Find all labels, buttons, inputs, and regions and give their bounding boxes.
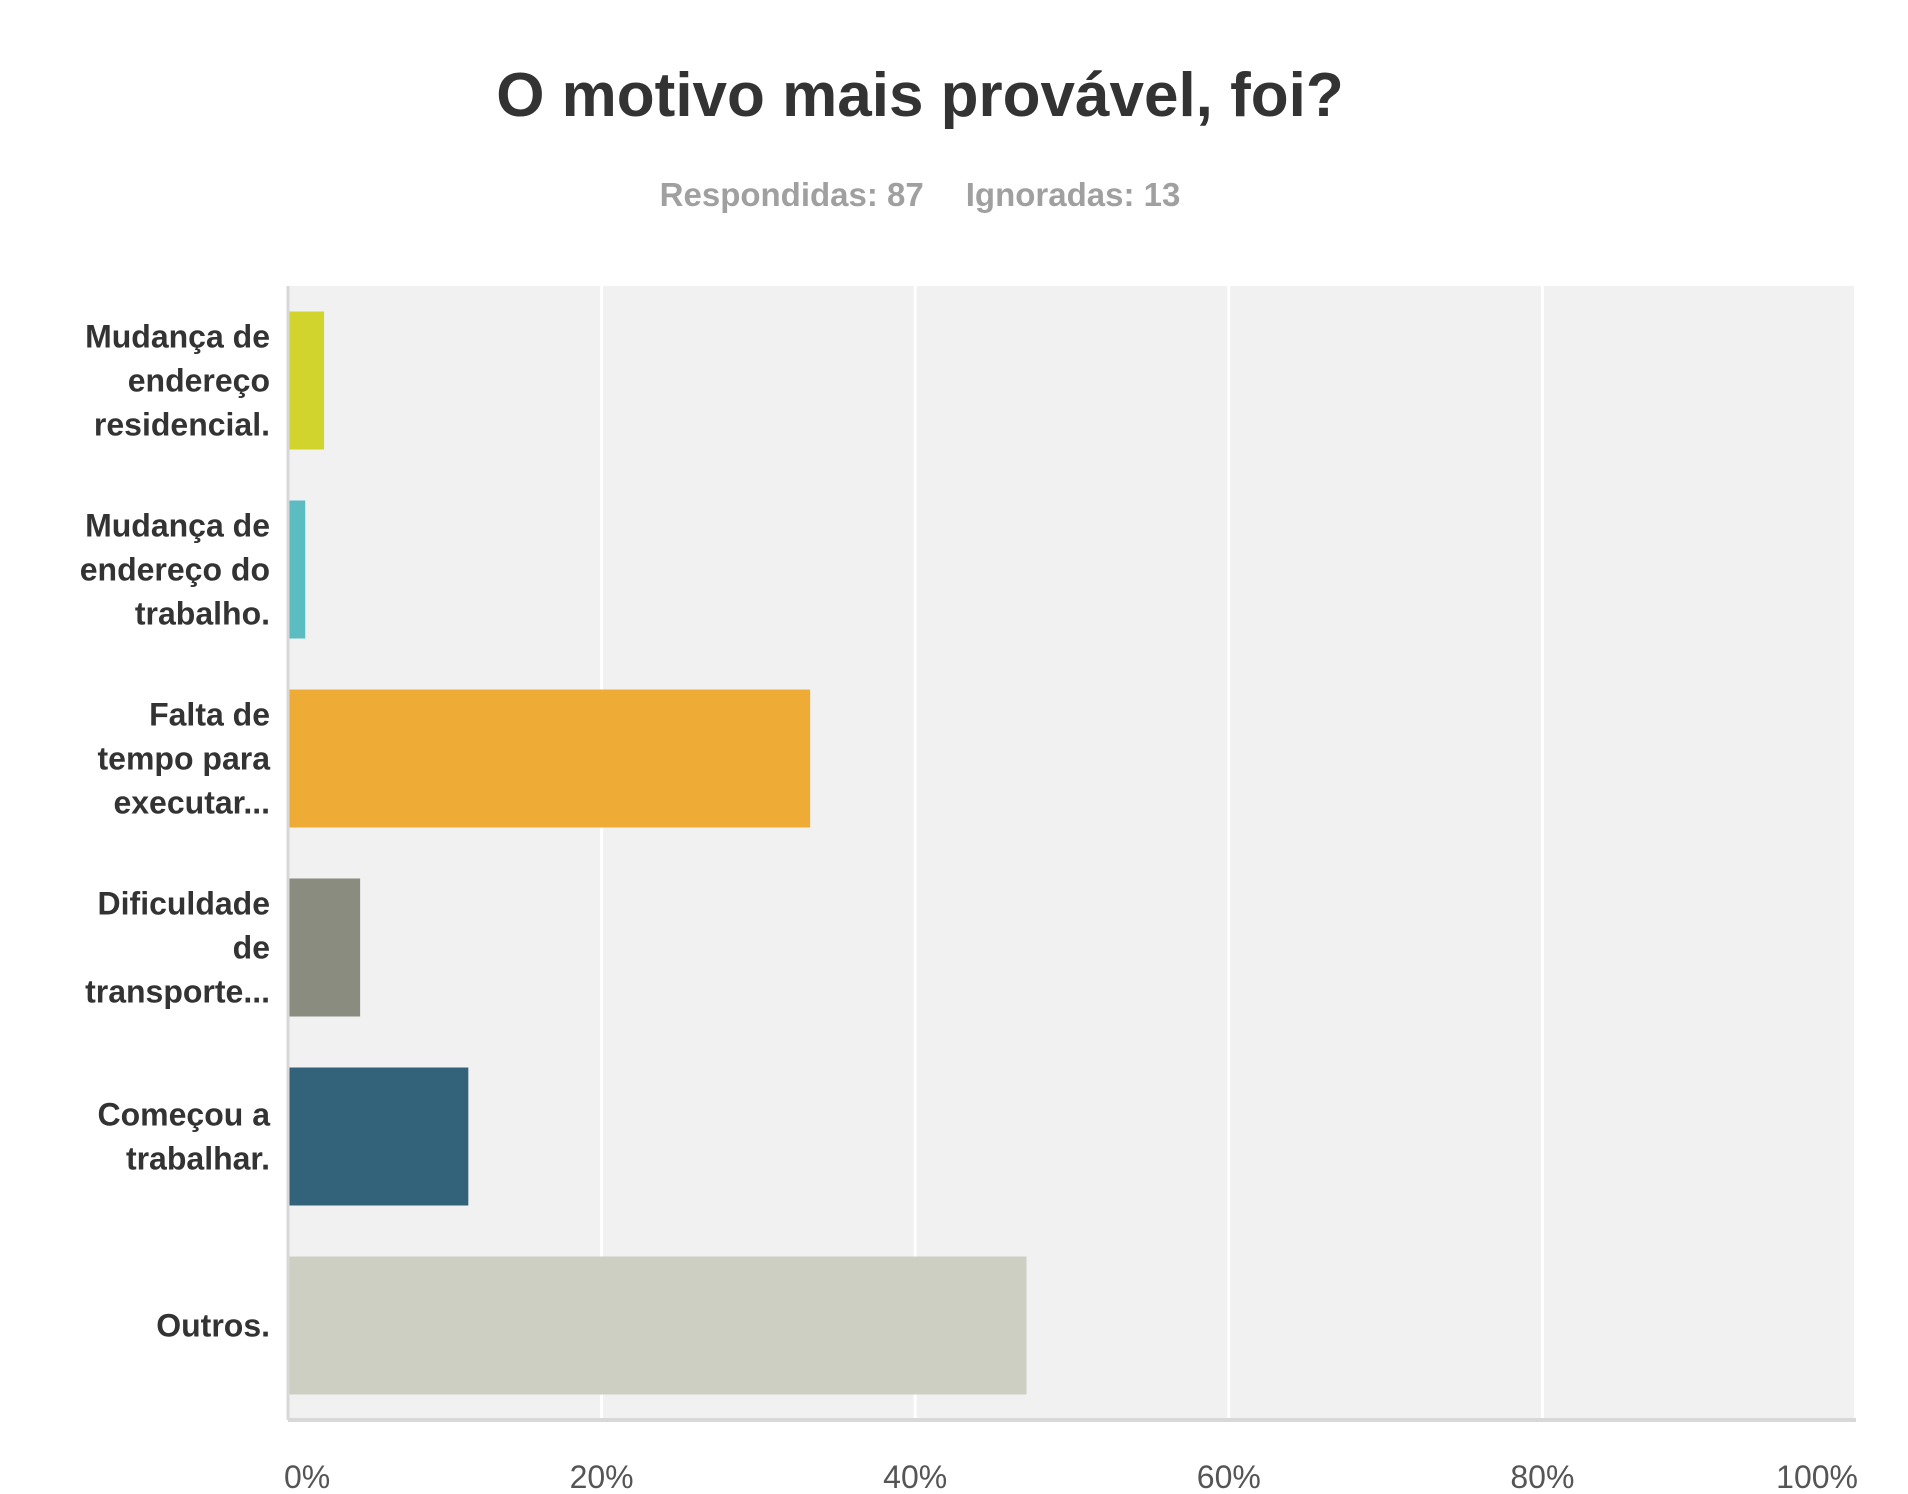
x-tick-label: 80% — [1510, 1459, 1574, 1494]
bar[interactable] — [288, 1256, 1027, 1395]
answered-count: Respondidas: 87 — [659, 176, 924, 213]
category-labels: Mudança de endereço residencial. Mudança de… — [80, 319, 270, 1344]
bar[interactable] — [288, 689, 811, 828]
category-label: Falta de tempo para executar... — [98, 697, 271, 821]
category-label: Dificuldade de transporte... — [85, 886, 270, 1010]
bar[interactable] — [288, 1067, 469, 1206]
category-label: Mudança de endereço do trabalho. — [80, 508, 270, 632]
skipped-count: Ignoradas: 13 — [965, 176, 1181, 213]
x-tick-label: 0% — [284, 1459, 330, 1494]
category-label: Mudança de endereço residencial. — [85, 319, 270, 443]
chart-title: O motivo mais provável, foi? — [496, 61, 1344, 130]
chart-subtitle: Respondidas: 87 Ignoradas: 13 — [0, 176, 1840, 214]
plot-background — [288, 286, 1854, 1418]
bar[interactable] — [288, 311, 325, 450]
category-label: Começou a trabalhar. — [98, 1097, 271, 1177]
x-tick-label: 20% — [570, 1459, 634, 1494]
x-tick-labels: 0% 20% 40% 60% 80% 100% — [284, 1459, 1858, 1494]
bars — [288, 311, 1027, 1395]
bar[interactable] — [288, 500, 306, 639]
x-tick-label: 60% — [1197, 1459, 1261, 1494]
category-label: Outros. — [156, 1308, 270, 1344]
x-tick-label: 40% — [883, 1459, 947, 1494]
x-tick-label: 100% — [1776, 1459, 1858, 1494]
grid-lines — [600, 286, 1858, 1420]
bar[interactable] — [288, 878, 361, 1017]
